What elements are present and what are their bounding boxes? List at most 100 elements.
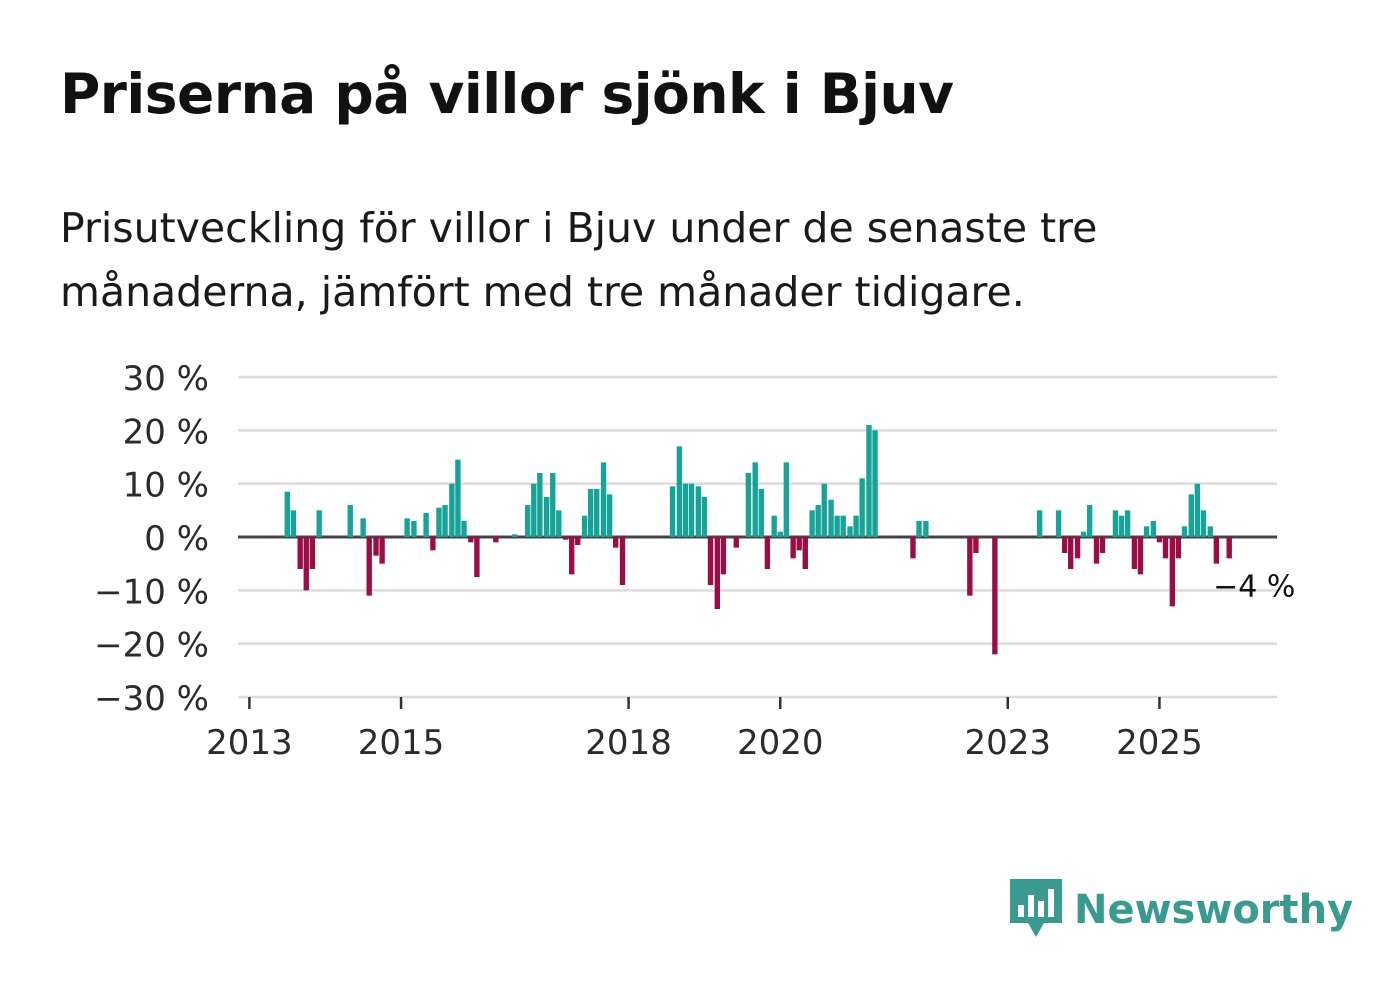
bar: [745, 473, 752, 537]
bar: [569, 537, 575, 575]
bar: [1124, 510, 1131, 537]
y-tick-label: 30 %: [123, 359, 209, 399]
bar: [347, 505, 353, 537]
bar: [707, 537, 714, 585]
bar: [783, 462, 789, 537]
bar: [461, 521, 467, 537]
bar: [455, 459, 461, 537]
bar: [297, 537, 303, 569]
bar: [531, 483, 537, 537]
bar: [309, 537, 316, 569]
x-tick-label: 2015: [358, 723, 445, 763]
bar-chart-speech-bubble-icon: [1010, 879, 1062, 937]
bar: [916, 521, 922, 537]
bar: [411, 521, 417, 537]
bar: [468, 537, 474, 543]
bar: [866, 425, 872, 537]
bar: [1200, 510, 1207, 537]
bar: [1169, 537, 1176, 607]
bar: [1112, 510, 1119, 537]
bar: [790, 537, 796, 559]
bar: [1093, 537, 1100, 564]
bar: [828, 499, 834, 537]
bar: [973, 537, 979, 553]
x-tick-label: 2013: [206, 723, 293, 763]
bar: [1131, 537, 1138, 569]
bar: [1099, 537, 1106, 553]
x-tick-label: 2023: [965, 723, 1052, 763]
bar: [821, 483, 827, 537]
bar: [701, 497, 708, 537]
bar: [550, 473, 556, 537]
bar: [303, 537, 309, 591]
x-tick-label: 2020: [737, 723, 824, 763]
bar: [752, 462, 758, 537]
bar: [764, 537, 771, 569]
bar: [612, 537, 619, 548]
brand-name: Newsworthy: [1074, 887, 1354, 933]
bar: [581, 515, 588, 537]
y-tick-label: 10 %: [123, 466, 209, 506]
bar: [493, 537, 499, 543]
brand-logo: Newsworthy: [1010, 878, 1353, 942]
bar: [360, 518, 366, 537]
bar: [366, 537, 372, 596]
y-tick-label: −30 %: [94, 679, 209, 719]
chart-title: Priserna på villor sjönk i Bjuv: [60, 62, 954, 126]
bar: [714, 537, 720, 609]
bar: [1055, 510, 1062, 537]
bar: [537, 473, 543, 537]
y-tick-label: −20 %: [94, 626, 209, 666]
bar: [606, 494, 613, 537]
bar: [872, 430, 878, 537]
bar: [1036, 510, 1043, 537]
bar: [587, 489, 594, 537]
bar: [923, 521, 929, 537]
bar: [1061, 537, 1068, 553]
bar: [802, 537, 808, 569]
y-tick-label: 20 %: [123, 412, 209, 452]
bar: [834, 515, 840, 537]
bar: [556, 510, 562, 537]
bar: [562, 537, 569, 540]
y-tick-label: −10 %: [94, 572, 209, 612]
bar: [1213, 537, 1220, 564]
bar: [600, 462, 607, 537]
bar: [992, 537, 998, 655]
bar: [474, 537, 480, 577]
bar: [847, 526, 853, 537]
bar: [373, 537, 379, 556]
bar: [669, 486, 676, 537]
bar: [1162, 537, 1169, 559]
bar: [1080, 531, 1087, 537]
bar: [809, 510, 815, 537]
bar: [733, 537, 739, 548]
bar: [423, 513, 429, 537]
bar: [575, 537, 581, 545]
bar: [543, 497, 550, 537]
bar: [796, 537, 802, 551]
bar: [619, 537, 626, 585]
bar: [1194, 483, 1201, 537]
bar: [525, 505, 531, 537]
bar: [449, 483, 455, 537]
bar: [1150, 521, 1157, 537]
bar: [1074, 537, 1081, 559]
bar: [1207, 526, 1213, 537]
x-tick-label: 2025: [1116, 723, 1203, 763]
y-tick-label: 0 %: [144, 519, 209, 559]
bar: [695, 486, 702, 537]
bar: [859, 478, 865, 537]
bar: [1188, 494, 1194, 537]
bar-chart: 30 % 20 % 10 % 0 % −10 % −20 % −30 %2013 2015 20…: [94, 359, 1295, 763]
bar: [853, 515, 859, 537]
bar: [688, 483, 695, 537]
bar: [442, 505, 448, 537]
bar: [1156, 537, 1163, 543]
bar: [436, 507, 442, 537]
bar: [290, 510, 297, 537]
bar: [720, 537, 727, 575]
bar: [594, 489, 600, 537]
bar: [316, 510, 322, 537]
bar: [1068, 537, 1074, 569]
